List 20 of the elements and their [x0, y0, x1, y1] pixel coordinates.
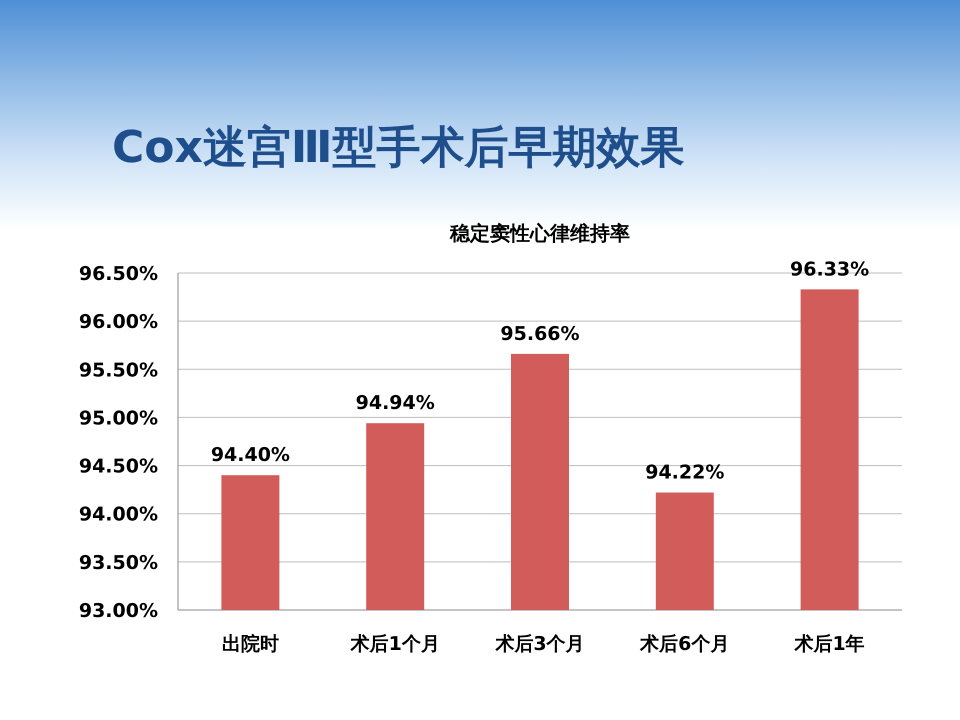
data-label: 94.22%: [645, 462, 724, 484]
y-tick-label: 94.00%: [78, 504, 158, 526]
x-tick-label: 术后3个月: [494, 633, 585, 655]
y-tick-label: 93.50%: [78, 552, 158, 574]
y-tick-label: 95.50%: [78, 359, 158, 382]
y-tick-label: 94.50%: [78, 456, 158, 478]
x-tick-label: 术后1个月: [350, 633, 440, 655]
y-tick-label: 95.00%: [78, 407, 158, 430]
x-tick-label: 出院时: [222, 633, 279, 655]
x-tick-label: 术后6个月: [639, 633, 730, 655]
data-label: 96.33%: [790, 258, 870, 280]
y-tick-label: 93.00%: [78, 600, 158, 622]
x-tick-label: 术后1年: [793, 633, 865, 655]
y-tick-label: 96.00%: [78, 311, 158, 334]
data-label: 95.66%: [500, 322, 580, 345]
data-label: 94.40%: [210, 444, 290, 466]
chart-subtitle: 稳定窦性心律维持率: [449, 221, 630, 245]
chart-title: Cox迷宫Ⅲ型手术后早期效果: [112, 122, 684, 173]
data-label: 94.94%: [356, 392, 435, 414]
y-tick-label: 96.50%: [78, 263, 158, 285]
